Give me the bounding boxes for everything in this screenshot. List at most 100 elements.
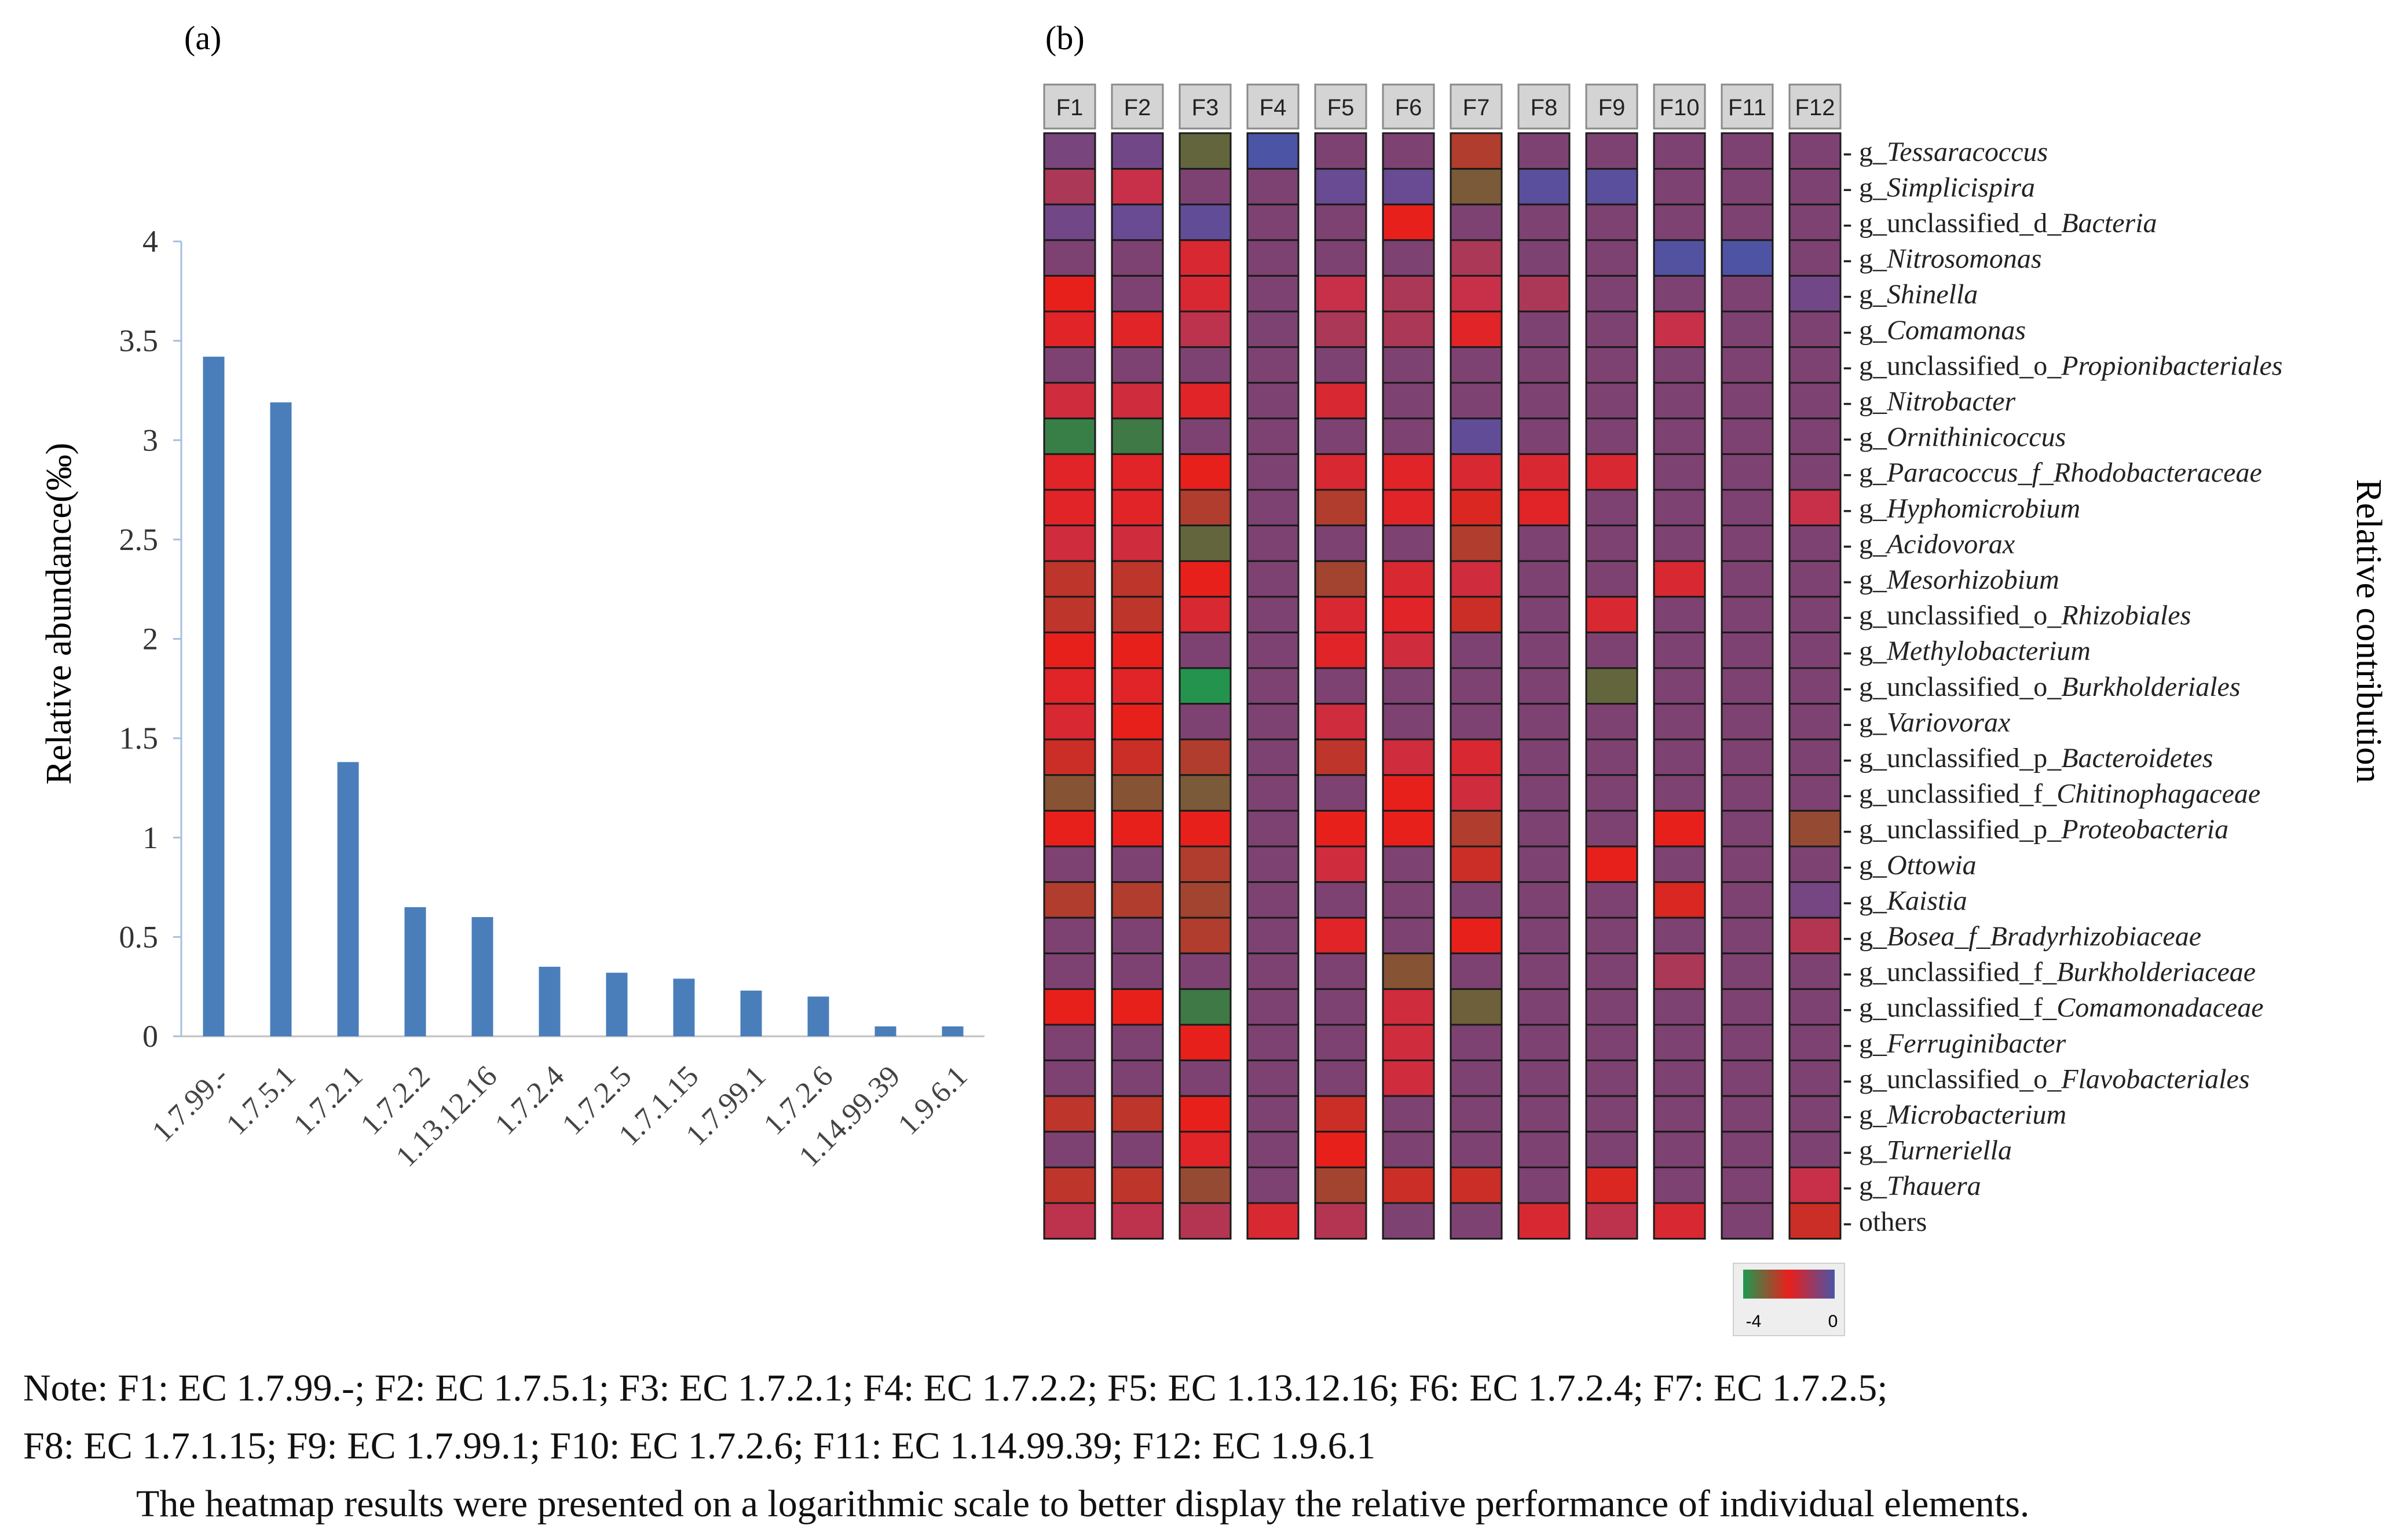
heatmap-cell <box>1788 1166 1842 1204</box>
column-header-box <box>1043 83 1096 130</box>
heatmap-cell <box>1517 203 1571 241</box>
panel-b-label: (b) <box>1045 19 1085 57</box>
heatmap-cell <box>1043 1095 1096 1133</box>
heatmap-cell <box>1043 382 1096 420</box>
heatmap-cell <box>1721 631 1774 669</box>
heatmap-cell <box>1382 489 1435 527</box>
heatmap-cell <box>1721 596 1774 633</box>
heatmap-cell <box>1585 310 1638 349</box>
heatmap-cell <box>1382 132 1435 170</box>
heatmap-row-label: - g_Acidovorax <box>1843 529 2015 559</box>
heatmap-cell <box>1043 988 1096 1026</box>
heatmap-cell <box>1585 738 1638 776</box>
heatmap-cell <box>1788 703 1842 740</box>
heatmap-cell <box>1179 738 1232 776</box>
bar <box>404 907 426 1036</box>
heatmap-cell <box>1653 845 1706 883</box>
x-tick-label: 1.7.5.1 <box>220 1059 302 1141</box>
heatmap-cell <box>1043 667 1096 705</box>
heatmap-cell <box>1111 525 1164 562</box>
heatmap-column: F9 <box>1585 83 1638 1240</box>
heatmap-cell <box>1179 453 1232 491</box>
heatmap-cell <box>1653 703 1706 740</box>
column-header-label: F10 <box>1660 95 1700 120</box>
x-tick-labels: 1.7.99.-1.7.5.11.7.2.11.7.2.21.13.12.161… <box>146 1059 974 1174</box>
heatmap-cell <box>1653 168 1706 206</box>
column-header-box <box>1382 83 1435 130</box>
bar <box>606 973 628 1036</box>
heatmap-cell <box>1517 346 1571 384</box>
heatmap-cell <box>1246 1059 1300 1097</box>
heatmap-cell <box>1585 1024 1638 1062</box>
heatmap-cell <box>1585 168 1638 206</box>
heatmap-cell <box>1653 346 1706 384</box>
heatmap-cell <box>1314 952 1367 990</box>
heatmap-cell <box>1450 988 1503 1026</box>
heatmap-cell <box>1788 881 1842 919</box>
heatmap-cell <box>1585 596 1638 633</box>
heatmap-cell <box>1450 417 1503 455</box>
y-tick-label: 2 <box>142 622 158 657</box>
heatmap-cell <box>1043 168 1096 206</box>
heatmap-cell <box>1111 881 1164 919</box>
heatmap-cell <box>1314 417 1367 455</box>
colorbar-title: Relative contribution <box>2349 479 2388 783</box>
column-header-label: F6 <box>1395 95 1422 120</box>
heatmap-cell <box>1653 1166 1706 1204</box>
heatmap-cell <box>1517 1202 1571 1240</box>
heatmap-cell <box>1382 168 1435 206</box>
heatmap-cell <box>1314 774 1367 812</box>
heatmap-row-labels: - g_Tessaracoccus - g_Simplicispira - g_un… <box>1843 137 2282 1237</box>
heatmap-cell <box>1382 596 1435 633</box>
heatmap-cell <box>1450 489 1503 527</box>
heatmap-cell <box>1450 1166 1503 1204</box>
heatmap-cell <box>1517 1024 1571 1062</box>
heatmap-cell <box>1246 1202 1300 1240</box>
column-header-label: F1 <box>1056 95 1084 120</box>
heatmap-row-label: - g_Nitrobacter <box>1843 386 2016 417</box>
heatmap-cell <box>1653 1024 1706 1062</box>
heatmap-cell <box>1721 168 1774 206</box>
heatmap-cell <box>1721 703 1774 740</box>
heatmap-cell <box>1314 310 1367 349</box>
heatmap-cell <box>1653 916 1706 955</box>
bars <box>203 357 964 1037</box>
heatmap-cell <box>1585 346 1638 384</box>
heatmap-column: F5 <box>1314 83 1367 1240</box>
heatmap-cell <box>1382 703 1435 740</box>
heatmap-cell <box>1043 845 1096 883</box>
y-tick-label: 4 <box>142 224 158 259</box>
heatmap-cell <box>1179 525 1232 562</box>
heatmap-cell <box>1314 881 1367 919</box>
heatmap-cell <box>1653 417 1706 455</box>
heatmap-columns: F1 F2 F3 F4 F5 F6 F7 F8 F9 F10 F11 F12 <box>1043 83 1842 1240</box>
bar <box>673 978 695 1036</box>
heatmap-column: F3 <box>1179 83 1232 1240</box>
heatmap-cell <box>1721 525 1774 562</box>
heatmap-cell <box>1653 239 1706 277</box>
heatmap-cell <box>1382 1095 1435 1133</box>
heatmap-cell <box>1721 132 1774 170</box>
heatmap-cell <box>1043 560 1096 598</box>
column-header-label: F9 <box>1598 95 1626 120</box>
heatmap-cell <box>1450 132 1503 170</box>
column-header-box <box>1585 83 1638 130</box>
y-axis-label: Relative abundance(‰) <box>39 443 79 784</box>
colorbar-gradient <box>1743 1270 1835 1299</box>
heatmap-cell <box>1721 310 1774 349</box>
heatmap-cell <box>1043 809 1096 848</box>
heatmap-cell <box>1382 988 1435 1026</box>
heatmap-cell <box>1246 560 1300 598</box>
heatmap-cell <box>1517 239 1571 277</box>
heatmap-cell <box>1179 952 1232 990</box>
heatmap-cell <box>1585 525 1638 562</box>
heatmap-row-label: - g_unclassified_o_Flavobacteriales <box>1843 1064 2250 1094</box>
heatmap-cell <box>1179 1202 1232 1240</box>
heatmap-cell <box>1111 1202 1164 1240</box>
heatmap-row-label: - g_Hyphomicrobium <box>1843 493 2080 524</box>
heatmap-cell <box>1179 168 1232 206</box>
column-header-label: F8 <box>1531 95 1558 120</box>
heatmap-cell <box>1111 560 1164 598</box>
heatmap-cell <box>1246 382 1300 420</box>
heatmap-cell <box>1653 596 1706 633</box>
